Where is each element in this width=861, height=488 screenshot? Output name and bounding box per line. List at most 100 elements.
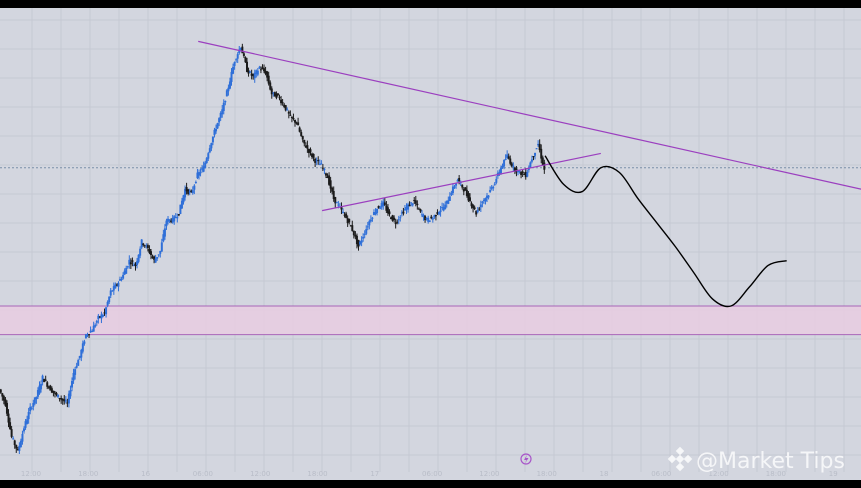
candle-body (430, 216, 433, 219)
candle-body (372, 212, 375, 215)
candle-body (397, 219, 400, 221)
candle-body (331, 187, 334, 192)
candle-body (41, 375, 44, 382)
candle-body (532, 156, 535, 158)
candle-body (55, 393, 58, 395)
candle-body (371, 217, 374, 219)
candle-body (162, 234, 165, 242)
candle-body (470, 203, 473, 207)
candle-body (402, 211, 405, 214)
bottom-black-bar (0, 480, 861, 484)
candle-body (368, 221, 371, 226)
candle-body (145, 245, 148, 247)
candle-body (123, 270, 126, 275)
candle-body (284, 105, 287, 111)
candle-body (422, 215, 425, 218)
candle-body (482, 199, 485, 202)
projection-line (544, 155, 787, 308)
candle-body (222, 102, 225, 111)
candle-body (2, 396, 5, 401)
candle-body (298, 127, 301, 132)
candle-body (438, 212, 441, 215)
candle-body (334, 197, 337, 204)
candle-body (94, 324, 97, 327)
candle-body (507, 156, 510, 159)
candle-body (405, 206, 408, 210)
candle-body (21, 433, 24, 442)
candle-body (122, 274, 125, 279)
candle-body (434, 214, 437, 217)
x-tick-label: 12:00 (709, 470, 729, 478)
candle-body (490, 187, 493, 189)
candle-body (261, 67, 264, 69)
candle-body (267, 75, 270, 84)
candle-body (292, 117, 295, 119)
candle-body (363, 233, 366, 235)
candle-body (301, 136, 304, 140)
candle-body (312, 153, 315, 158)
candle-body (461, 184, 464, 188)
x-tick-label: 17 (370, 470, 379, 478)
candle-body (484, 198, 487, 202)
candle-body (420, 214, 423, 216)
candle-body (227, 87, 230, 92)
candle-body (26, 419, 29, 424)
candle-body (400, 212, 403, 214)
candle-body (498, 172, 501, 174)
candle-body (218, 118, 221, 123)
plot-background (0, 8, 861, 480)
candle-body (160, 242, 163, 252)
candle-body (281, 102, 284, 104)
candle-body (328, 175, 331, 185)
candle-body (309, 149, 312, 152)
candle-body (492, 186, 495, 189)
candle-body (117, 282, 120, 287)
candle-body (487, 195, 490, 198)
candle-body (524, 171, 527, 178)
candle-body (129, 262, 132, 265)
candle-body (403, 209, 406, 211)
candle-body (317, 160, 320, 162)
candle-body (98, 316, 101, 318)
candle-body (456, 179, 459, 182)
candle-body (326, 176, 329, 179)
x-tick-label: 18:00 (766, 470, 786, 478)
candle-body (50, 388, 53, 393)
candle-body (174, 217, 177, 219)
candle-body (278, 97, 281, 99)
candle-body (27, 411, 30, 420)
candle-body (100, 314, 103, 319)
candle-body (185, 187, 188, 192)
candle-body (182, 195, 185, 203)
candle-body (64, 400, 67, 402)
candle-body (256, 70, 259, 75)
candle-body (63, 399, 66, 402)
candle-body (109, 290, 112, 296)
candle-body (58, 398, 61, 400)
candle-body (199, 172, 202, 174)
candle-body (473, 207, 476, 209)
candle-body (276, 93, 279, 95)
candle-body (120, 279, 123, 281)
candle-body (315, 160, 318, 162)
candle-body (179, 204, 182, 214)
candle-body (518, 170, 521, 172)
candle-body (396, 221, 399, 223)
candle-body (419, 209, 422, 212)
candle-body (428, 220, 431, 222)
candle-body (61, 398, 64, 401)
x-tick-label: 06:00 (422, 470, 442, 478)
candle-body (455, 183, 458, 186)
candle-body (193, 185, 196, 190)
candle-body (444, 204, 447, 210)
candle-body (345, 213, 348, 218)
candle-body (382, 201, 385, 207)
candle-body (126, 266, 129, 268)
x-tick-label: 19 (829, 470, 838, 478)
candle-body (300, 132, 303, 136)
candle-body (486, 195, 489, 199)
candle-body (379, 207, 382, 209)
candle-body (526, 172, 529, 177)
